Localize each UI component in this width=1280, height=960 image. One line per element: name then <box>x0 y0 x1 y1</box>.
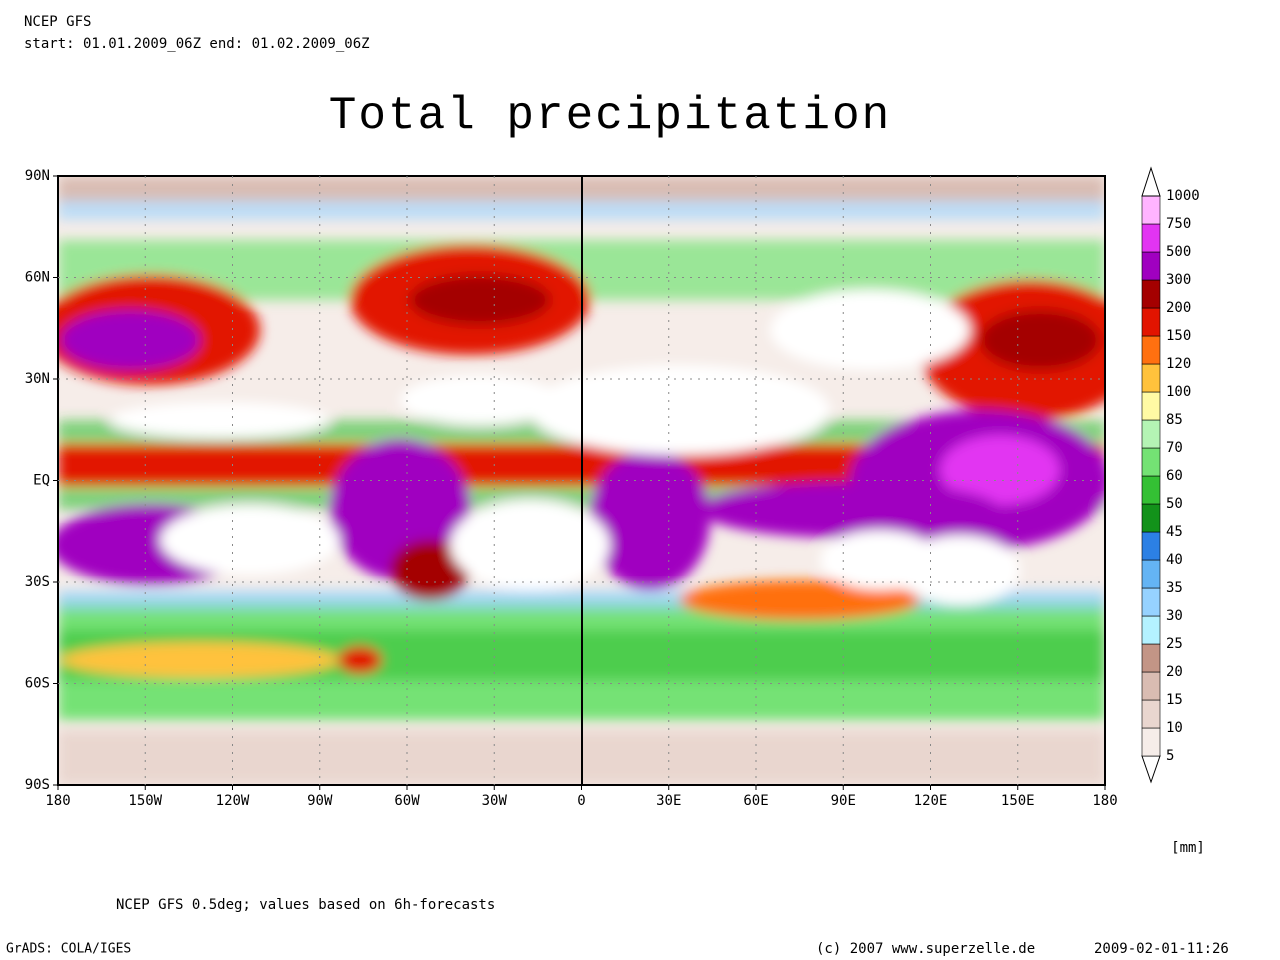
colorbar-label: 45 <box>1166 524 1183 540</box>
colorbar-label: 300 <box>1166 272 1191 288</box>
lat-label: 90S <box>25 777 50 793</box>
colorbar-label: 1000 <box>1166 188 1200 204</box>
lat-label: 90N <box>25 168 50 184</box>
precipitation-field <box>58 176 1105 785</box>
colorbar-swatch <box>1141 335 1161 365</box>
colorbar-swatch <box>1141 587 1161 617</box>
colorbar-label: 20 <box>1166 664 1183 680</box>
colorbar-swatch <box>1141 727 1161 757</box>
colorbar-label: 10 <box>1166 720 1183 736</box>
lon-label: 150E <box>1001 793 1035 809</box>
colorbar-swatch <box>1141 559 1161 589</box>
lon-label: 120E <box>914 793 948 809</box>
colorbar-label: 15 <box>1166 692 1183 708</box>
lat-label: 30N <box>25 371 50 387</box>
colorbar-label: 500 <box>1166 244 1191 260</box>
lon-label: 90E <box>831 793 856 809</box>
copyright: (c) 2007 www.superzelle.de <box>816 941 1035 957</box>
colorbar-swatch <box>1141 419 1161 449</box>
colorbar-triangle <box>1141 166 1161 197</box>
colorbar-swatch <box>1141 615 1161 645</box>
colorbar-swatch <box>1141 279 1161 309</box>
colorbar-swatch <box>1141 447 1161 477</box>
lon-label: 30E <box>656 793 681 809</box>
colorbar-swatch <box>1141 643 1161 673</box>
colorbar-label: 150 <box>1166 328 1191 344</box>
lat-label: 60S <box>25 676 50 692</box>
colorbar-swatch <box>1141 391 1161 421</box>
colorbar-swatch <box>1141 223 1161 253</box>
colorbar-label: 70 <box>1166 440 1183 456</box>
software-credit: GrADS: COLA/IGES <box>6 942 131 957</box>
colorbar-label: 50 <box>1166 496 1183 512</box>
lon-label: 0 <box>577 793 585 809</box>
colorbar-triangle <box>1141 755 1161 784</box>
unit-label: [mm] <box>1171 840 1205 856</box>
footer-note: NCEP GFS 0.5deg; values based on 6h-fore… <box>116 897 495 913</box>
colorbar-label: 200 <box>1166 300 1191 316</box>
colorbar-swatch <box>1141 531 1161 561</box>
timestamp: 2009-02-01-11:26 <box>1094 941 1229 957</box>
colorbar-swatch <box>1141 363 1161 393</box>
colorbar-swatch <box>1141 475 1161 505</box>
colorbar-swatch <box>1141 307 1161 337</box>
lon-label: 150W <box>128 793 162 809</box>
colorbar-label: 25 <box>1166 636 1183 652</box>
colorbar-label: 100 <box>1166 384 1191 400</box>
colorbar-label: 85 <box>1166 412 1183 428</box>
colorbar-label: 30 <box>1166 608 1183 624</box>
colorbar-swatch <box>1141 671 1161 701</box>
lat-label: EQ <box>33 473 50 489</box>
colorbar-swatch <box>1141 195 1161 225</box>
lon-label: 30W <box>482 793 508 809</box>
lon-label: 120W <box>216 793 250 809</box>
lon-label: 90W <box>307 793 333 809</box>
lon-label: 60E <box>743 793 768 809</box>
period-label: start: 01.01.2009_06Z end: 01.02.2009_06… <box>24 36 370 52</box>
lat-label: 60N <box>25 270 50 286</box>
colorbar: 5 10 15 20 25 30 35 40 45 50 60 70 85 100 120 150 200 300… <box>1141 166 1200 784</box>
colorbar-label: 5 <box>1166 748 1174 764</box>
map-title: Total precipitation <box>329 90 892 142</box>
colorbar-label: 750 <box>1166 216 1191 232</box>
lon-label: 180 <box>1092 793 1117 809</box>
lon-label: 180 <box>45 793 70 809</box>
colorbar-label: 40 <box>1166 552 1183 568</box>
colorbar-swatch <box>1141 251 1161 281</box>
colorbar-swatch <box>1141 503 1161 533</box>
lon-label: 60W <box>394 793 420 809</box>
colorbar-label: 35 <box>1166 580 1183 596</box>
colorbar-label: 120 <box>1166 356 1191 372</box>
lat-label: 30S <box>25 574 50 590</box>
model-label: NCEP GFS <box>24 14 91 30</box>
colorbar-label: 60 <box>1166 468 1183 484</box>
colorbar-swatch <box>1141 699 1161 729</box>
